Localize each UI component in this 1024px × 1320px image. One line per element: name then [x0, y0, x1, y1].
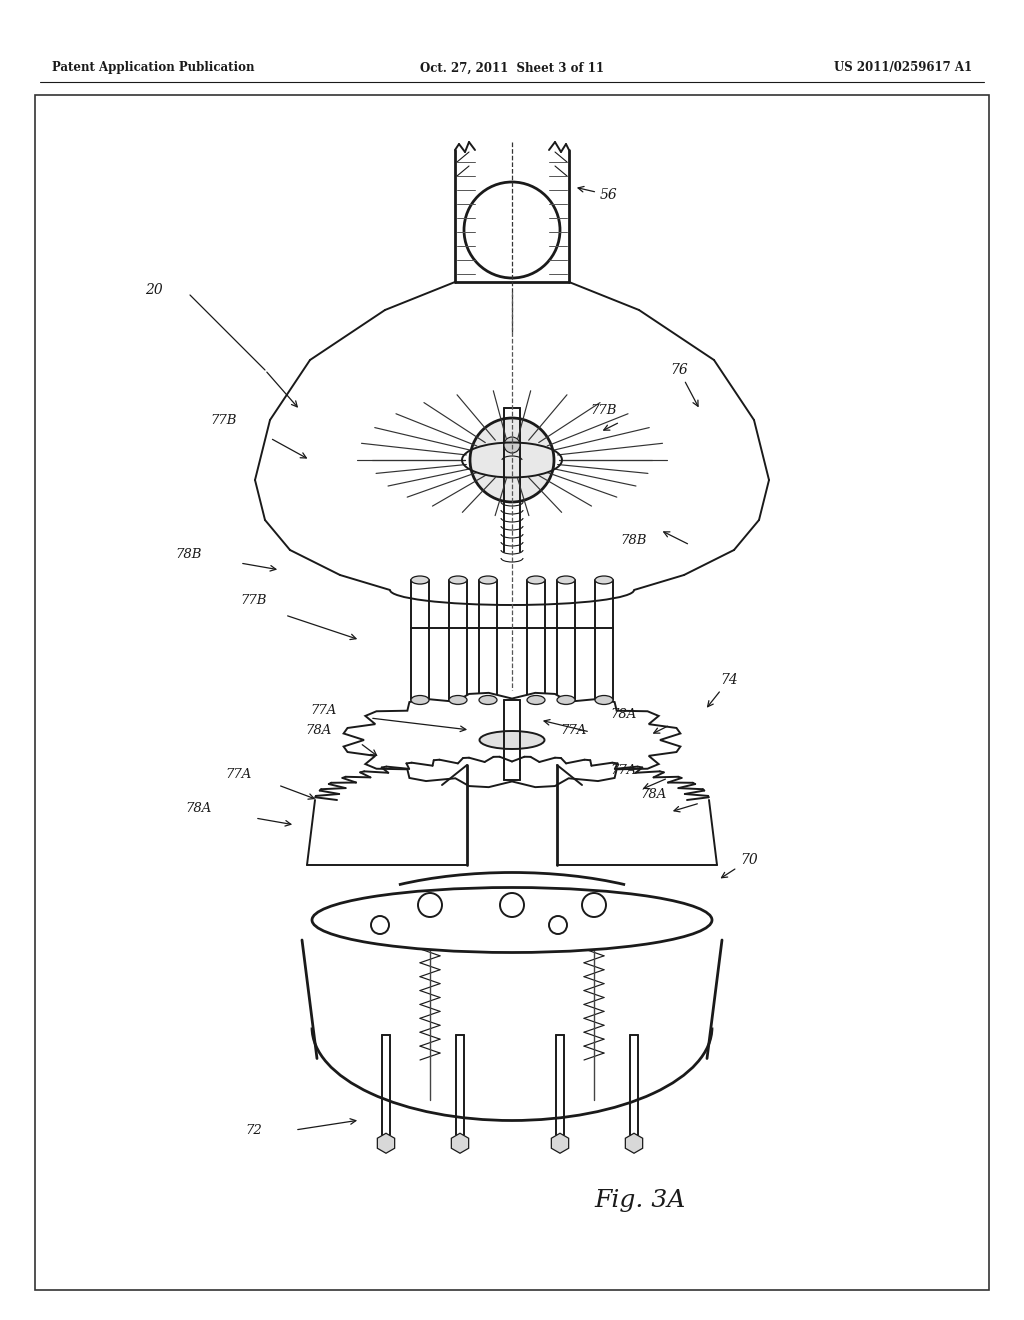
Text: 78A: 78A [185, 801, 211, 814]
Polygon shape [344, 693, 680, 787]
Text: 77B: 77B [590, 404, 616, 417]
Text: 78A: 78A [305, 723, 332, 737]
Polygon shape [452, 1134, 469, 1154]
Text: 76: 76 [670, 363, 698, 407]
Ellipse shape [479, 576, 497, 583]
Text: 78A: 78A [640, 788, 667, 801]
Polygon shape [551, 1134, 568, 1154]
Text: Patent Application Publication: Patent Application Publication [52, 62, 255, 74]
Text: 78A: 78A [610, 709, 636, 722]
Text: 77A: 77A [610, 763, 636, 776]
Text: 77A: 77A [560, 723, 587, 737]
Ellipse shape [411, 696, 429, 705]
Text: Oct. 27, 2011  Sheet 3 of 11: Oct. 27, 2011 Sheet 3 of 11 [420, 62, 604, 74]
Ellipse shape [557, 696, 575, 705]
Circle shape [549, 916, 567, 935]
Text: Fig. 3A: Fig. 3A [594, 1188, 686, 1212]
Circle shape [464, 182, 560, 279]
Circle shape [470, 418, 554, 502]
Text: US 2011/0259617 A1: US 2011/0259617 A1 [834, 62, 972, 74]
Text: 72: 72 [245, 1123, 262, 1137]
Ellipse shape [527, 576, 545, 583]
Ellipse shape [595, 696, 613, 705]
Ellipse shape [479, 696, 497, 705]
Circle shape [504, 437, 520, 453]
Circle shape [500, 894, 524, 917]
Ellipse shape [595, 576, 613, 583]
Ellipse shape [527, 696, 545, 705]
Ellipse shape [449, 696, 467, 705]
Text: 77A: 77A [225, 768, 251, 781]
Ellipse shape [479, 731, 545, 748]
Text: 70: 70 [722, 853, 758, 878]
Text: 77B: 77B [210, 413, 237, 426]
Circle shape [582, 894, 606, 917]
Circle shape [418, 894, 442, 917]
Text: 78B: 78B [175, 549, 202, 561]
Ellipse shape [449, 576, 467, 583]
Polygon shape [377, 1134, 394, 1154]
Polygon shape [626, 1134, 643, 1154]
Text: 20: 20 [145, 282, 163, 297]
Text: 56: 56 [579, 186, 617, 202]
Ellipse shape [411, 576, 429, 583]
Ellipse shape [557, 576, 575, 583]
Circle shape [371, 916, 389, 935]
Text: 78B: 78B [620, 533, 646, 546]
Ellipse shape [312, 887, 712, 953]
Text: 77B: 77B [240, 594, 266, 606]
Text: 74: 74 [708, 673, 737, 706]
Text: 77A: 77A [310, 704, 336, 717]
